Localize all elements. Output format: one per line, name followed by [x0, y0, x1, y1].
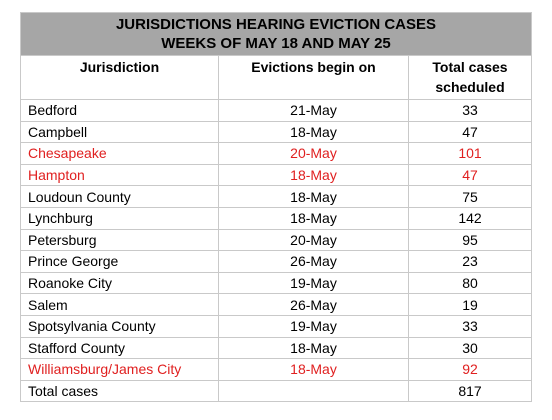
column-header-total-cases: Total cases scheduled	[408, 55, 532, 100]
cell-total-cases: 142	[408, 206, 532, 230]
total-label: Total cases	[20, 379, 219, 403]
cell-evictions-begin: 20-May	[218, 142, 409, 165]
cell-jurisdiction: Stafford County	[20, 336, 219, 360]
cell-total-cases: 33	[408, 99, 532, 122]
cell-evictions-begin: 18-May	[218, 120, 409, 144]
cell-jurisdiction: Roanoke City	[20, 271, 219, 295]
table-total-row: Total cases 817	[20, 379, 532, 403]
cell-evictions-begin: 19-May	[218, 314, 409, 338]
table-title-line-1: JURISDICTIONS HEARING EVICTION CASES	[115, 16, 437, 33]
table-row: Roanoke City 19-May 80	[20, 271, 532, 295]
column-header-evictions-begin: Evictions begin on	[218, 55, 409, 100]
cell-evictions-begin: 18-May	[218, 336, 409, 360]
cell-evictions-begin: 18-May	[218, 185, 409, 208]
table-row: Stafford County 18-May 30	[20, 336, 532, 360]
table-row: Petersburg 20-May 95	[20, 228, 532, 252]
cell-total-cases: 101	[408, 142, 532, 165]
table-body: Bedford 21-May 33 Campbell 18-May 47 Chesapeak…	[20, 99, 532, 403]
cell-jurisdiction: Lynchburg	[20, 206, 219, 230]
table-title-row: JURISDICTIONS HEARING EVICTION CASES WEE…	[20, 12, 532, 56]
cell-total-cases: 47	[408, 120, 532, 144]
table-title-line-2: WEEKS OF MAY 18 AND MAY 25	[161, 35, 391, 52]
column-header-total-cases-line-2: scheduled	[435, 79, 505, 95]
cell-jurisdiction: Bedford	[20, 99, 219, 122]
eviction-cases-table: JURISDICTIONS HEARING EVICTION CASES WEE…	[20, 12, 532, 403]
column-header-row: Jurisdiction Evictions begin on Total ca…	[20, 55, 532, 100]
cell-jurisdiction: Prince George	[20, 250, 219, 273]
cell-total-cases: 19	[408, 293, 532, 316]
total-cases-value: 817	[408, 379, 532, 403]
cell-evictions-begin: 21-May	[218, 99, 409, 122]
cell-jurisdiction: Williamsburg/James City	[20, 358, 219, 381]
table-row: Chesapeake 20-May 101	[20, 142, 532, 165]
cell-total-cases: 33	[408, 314, 532, 338]
cell-total-cases: 92	[408, 358, 532, 381]
cell-evictions-begin: 19-May	[218, 271, 409, 295]
cell-jurisdiction: Campbell	[20, 120, 219, 144]
cell-jurisdiction: Petersburg	[20, 228, 219, 252]
table-row: Loudoun County 18-May 75	[20, 185, 532, 208]
cell-evictions-begin: 18-May	[218, 206, 409, 230]
table-row: Lynchburg 18-May 142	[20, 206, 532, 230]
cell-evictions-begin: 18-May	[218, 358, 409, 381]
eviction-table-container: JURISDICTIONS HEARING EVICTION CASES WEE…	[20, 12, 532, 403]
cell-total-cases: 23	[408, 250, 532, 273]
cell-jurisdiction: Chesapeake	[20, 142, 219, 165]
table-title: JURISDICTIONS HEARING EVICTION CASES WEE…	[20, 12, 532, 56]
total-date	[218, 379, 409, 403]
cell-jurisdiction: Hampton	[20, 163, 219, 187]
column-header-jurisdiction: Jurisdiction	[20, 55, 219, 100]
cell-evictions-begin: 26-May	[218, 293, 409, 316]
cell-jurisdiction: Salem	[20, 293, 219, 316]
table-row: Campbell 18-May 47	[20, 120, 532, 144]
table-row: Spotsylvania County 19-May 33	[20, 314, 532, 338]
cell-jurisdiction: Loudoun County	[20, 185, 219, 208]
table-row: Hampton 18-May 47	[20, 163, 532, 187]
cell-total-cases: 80	[408, 271, 532, 295]
table-row: Bedford 21-May 33	[20, 99, 532, 122]
column-header-total-cases-line-1: Total cases	[432, 59, 508, 75]
table-row: Williamsburg/James City 18-May 92	[20, 358, 532, 381]
cell-evictions-begin: 18-May	[218, 163, 409, 187]
cell-total-cases: 47	[408, 163, 532, 187]
cell-jurisdiction: Spotsylvania County	[20, 314, 219, 338]
cell-total-cases: 30	[408, 336, 532, 360]
cell-evictions-begin: 20-May	[218, 228, 409, 252]
cell-total-cases: 75	[408, 185, 532, 208]
cell-evictions-begin: 26-May	[218, 250, 409, 273]
table-row: Salem 26-May 19	[20, 293, 532, 316]
table-row: Prince George 26-May 23	[20, 250, 532, 273]
cell-total-cases: 95	[408, 228, 532, 252]
